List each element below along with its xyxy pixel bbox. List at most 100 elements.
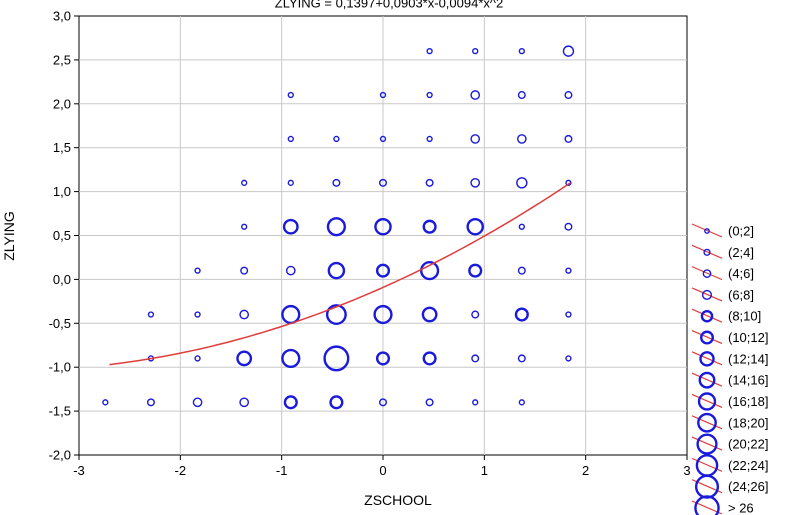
y-tick-label: 3,0 [53, 9, 71, 24]
data-point [236, 350, 253, 367]
legend-marker [697, 392, 717, 411]
data-point [379, 91, 387, 99]
y-tick-label: -0,5 [49, 316, 71, 331]
y-tick-label: 2,5 [53, 52, 71, 67]
data-point [332, 178, 341, 187]
legend-marker [696, 433, 718, 455]
data-point [239, 397, 250, 408]
data-point [564, 91, 573, 100]
data-point [425, 178, 434, 187]
legend-marker [703, 248, 711, 256]
x-tick-label: 3 [683, 463, 690, 478]
y-tick-label: 1,5 [53, 140, 71, 155]
data-point [422, 219, 437, 234]
x-axis-ticks: -3 -2 -1 0 1 2 3 [73, 455, 691, 478]
y-axis-label: ZLYING [1, 211, 17, 261]
legend-label: (8;10] [728, 309, 761, 324]
data-point [517, 354, 526, 363]
data-point [374, 217, 392, 236]
legend-label: (24;26] [728, 479, 768, 494]
data-point [375, 351, 391, 366]
data-point [516, 134, 527, 144]
legend-label: (16;18] [728, 394, 768, 409]
legend-line-swatch [691, 372, 723, 387]
data-point [425, 398, 434, 407]
legend: (0;2] (2;4] (4;6] (6;8] (8;10] (10;12] (12;14]… [691, 223, 768, 515]
data-point [287, 135, 294, 143]
data-point [241, 179, 248, 186]
data-point [102, 399, 109, 406]
data-point [470, 90, 481, 100]
data-point [420, 261, 440, 281]
legend-label: (12;14] [728, 351, 768, 366]
data-point [426, 47, 433, 55]
data-point [240, 266, 249, 275]
data-point [333, 135, 340, 143]
data-point [239, 309, 250, 320]
y-tick-label: 2,0 [53, 96, 71, 111]
legend-line-swatch [691, 393, 723, 409]
data-points [102, 45, 575, 410]
data-point [468, 263, 483, 278]
legend-line-swatch [691, 436, 723, 451]
data-point [514, 307, 529, 322]
data-point [517, 91, 526, 100]
data-point [565, 355, 572, 362]
data-point [325, 304, 347, 325]
legend-line-swatch [691, 223, 723, 238]
data-point [327, 261, 346, 280]
data-point [564, 134, 573, 143]
y-tick-label: 1,0 [53, 184, 71, 199]
data-point [518, 47, 525, 55]
x-tick-label: -2 [175, 463, 187, 478]
y-tick-label: 0,5 [53, 228, 71, 243]
legend-label: (14;16] [728, 373, 768, 388]
data-point [287, 91, 294, 99]
data-point [379, 178, 388, 187]
legend-line-swatch [691, 308, 723, 323]
legend-marker [701, 289, 713, 300]
data-point [562, 45, 575, 57]
legend-label: (20;22] [728, 437, 768, 452]
legend-label: (4;6] [728, 266, 754, 281]
y-tick-label: -2,0 [49, 448, 71, 463]
data-point [323, 345, 350, 372]
data-point [466, 217, 484, 236]
data-point [471, 354, 480, 363]
legend-label: (0;2] [728, 224, 754, 239]
x-tick-label: 0 [379, 463, 386, 478]
legend-label: (10;12] [728, 330, 768, 345]
data-point [472, 399, 479, 406]
data-point [518, 223, 525, 230]
legend-marker [694, 495, 720, 515]
legend-marker [702, 269, 712, 278]
data-point [516, 177, 528, 189]
data-point [146, 398, 155, 407]
data-point [565, 267, 572, 274]
legend-marker [700, 330, 715, 345]
legend-marker [697, 412, 717, 433]
regression-fit-line [109, 182, 571, 366]
legend-marker [699, 351, 715, 367]
data-point [287, 179, 294, 186]
data-point [329, 395, 344, 410]
legend-marker [700, 309, 714, 323]
legend-label: (18;20] [728, 415, 768, 430]
data-point [194, 267, 201, 274]
gridlines [79, 16, 687, 455]
legend-label: (22;24] [728, 458, 768, 473]
legend-label: (2;4] [728, 245, 754, 260]
x-tick-label: 1 [481, 463, 488, 478]
legend-label: > 26 [728, 501, 754, 515]
data-point [426, 91, 433, 99]
y-axis-ticks: 3,0 2,5 2,0 1,5 1,0 0,5 0,0 -0,5 -1,0 -1,5 -2,0 [49, 9, 79, 463]
legend-label: (6;8] [728, 287, 754, 302]
data-point [422, 351, 437, 366]
data-point [147, 311, 155, 318]
data-point [194, 311, 201, 318]
data-point [375, 263, 391, 278]
data-point [192, 397, 203, 408]
data-point [379, 135, 387, 143]
x-tick-label: 2 [582, 463, 589, 478]
